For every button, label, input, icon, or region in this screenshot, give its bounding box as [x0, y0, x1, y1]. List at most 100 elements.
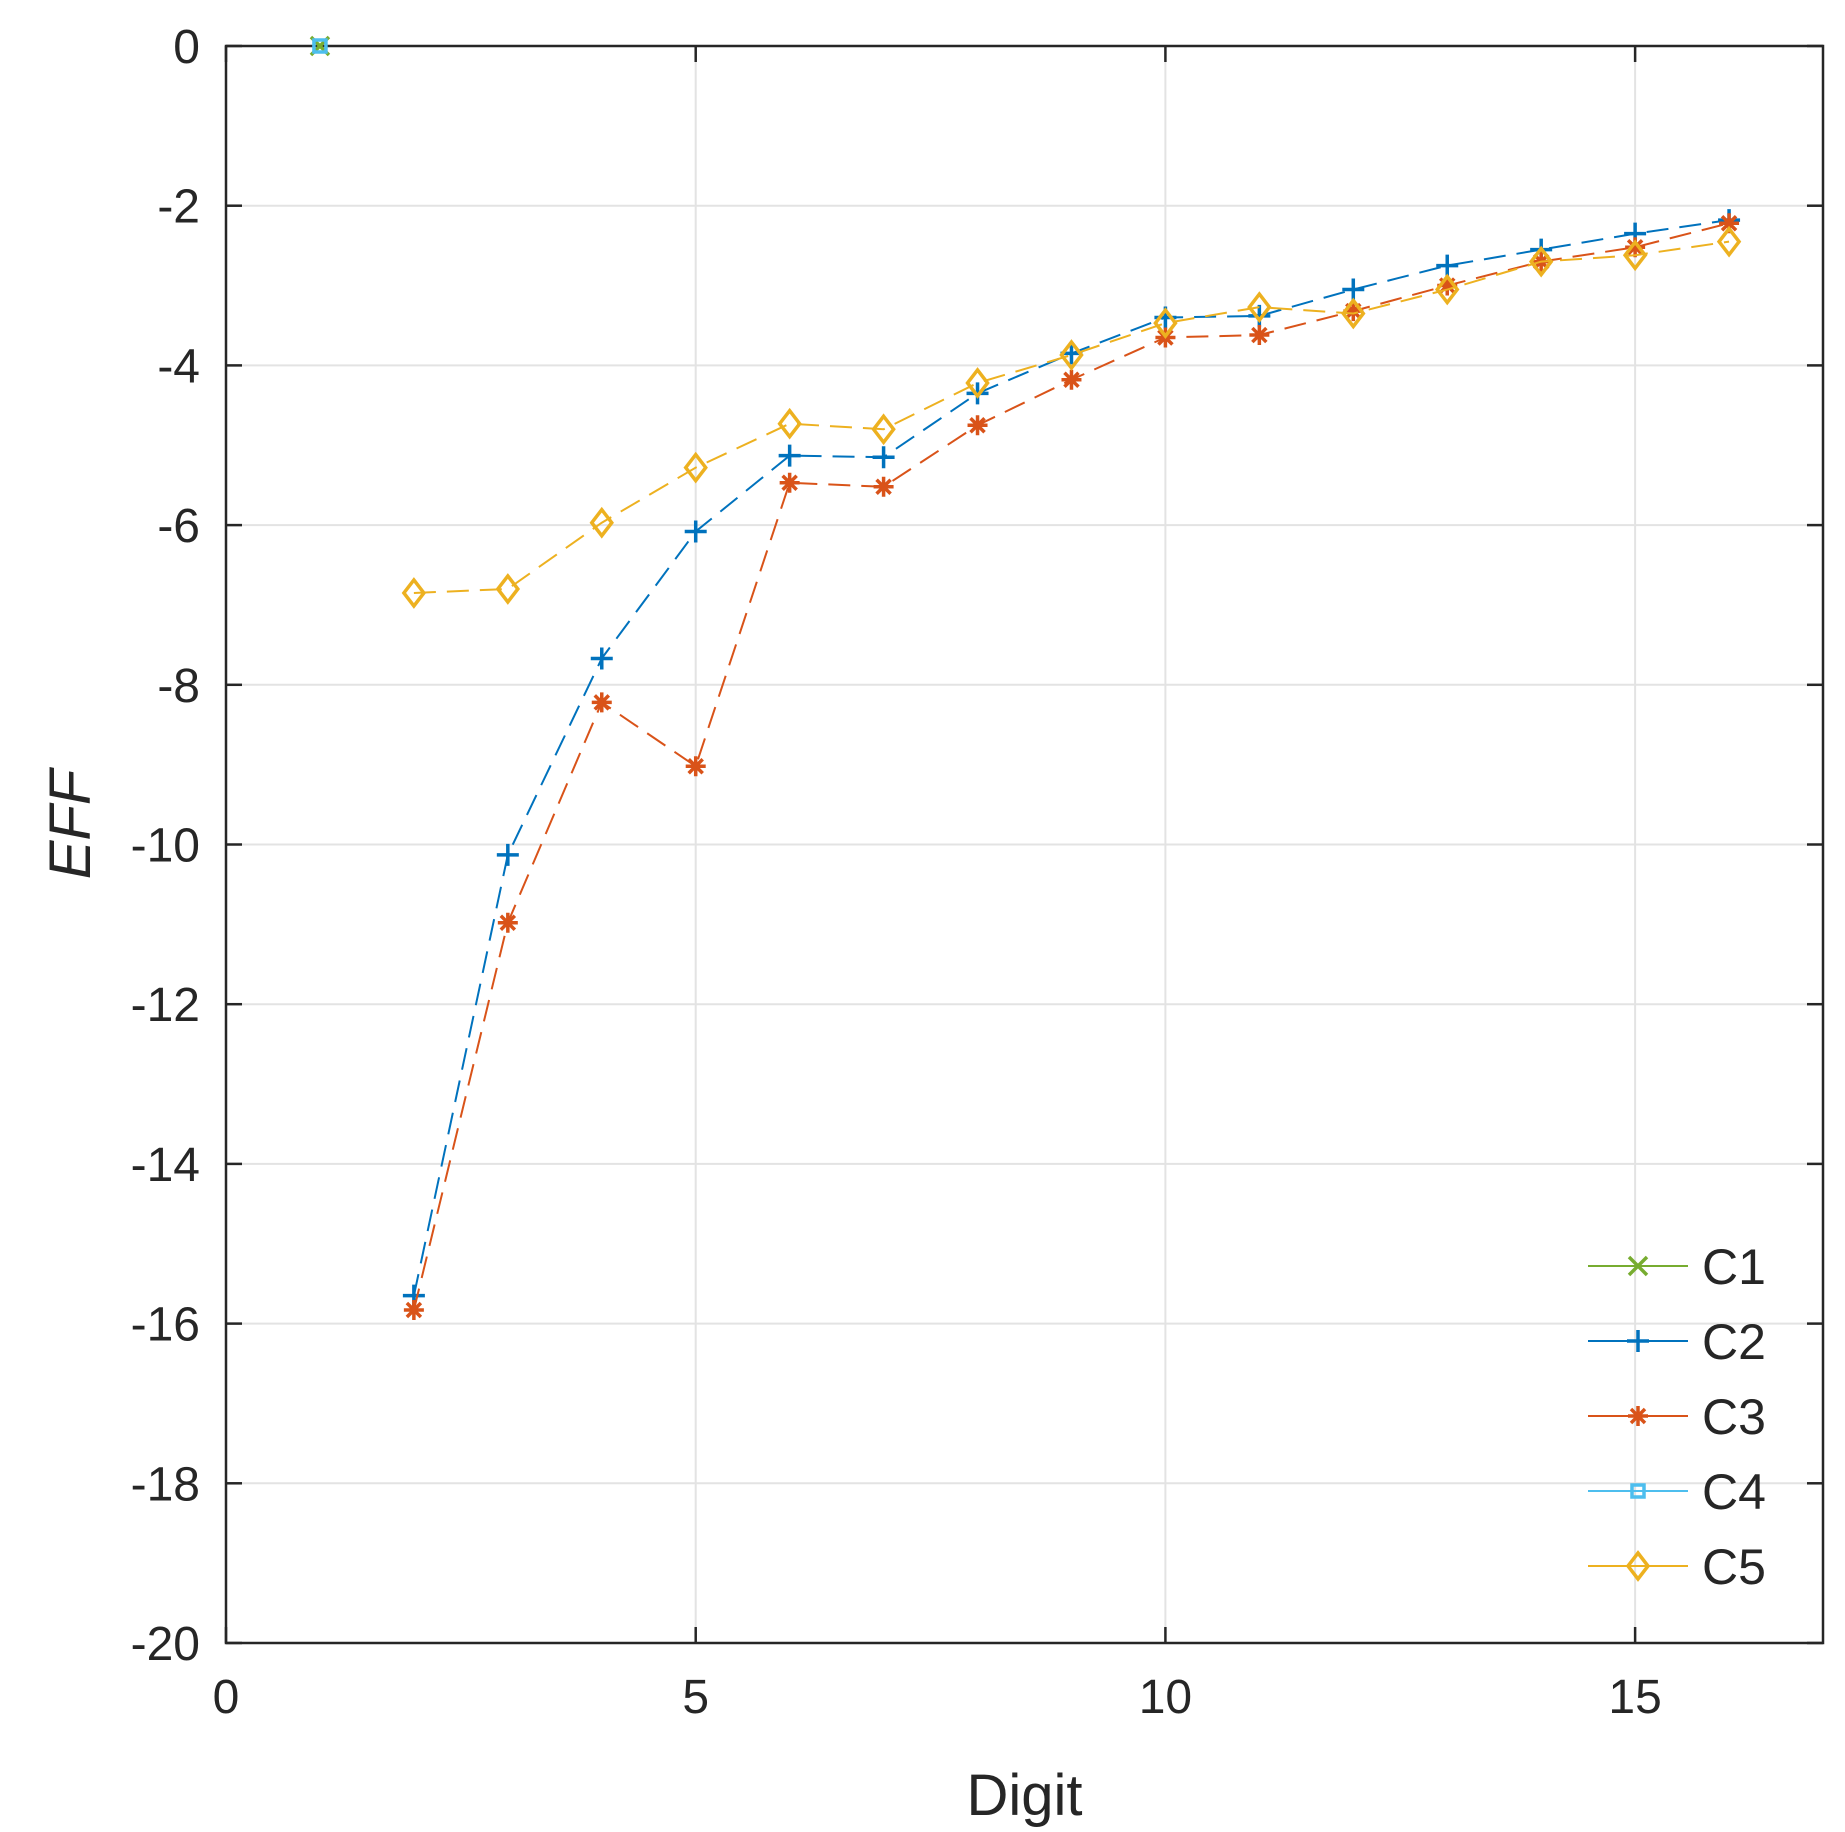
x-tick-label: 15 [1608, 1671, 1661, 1724]
legend-marker [1630, 1483, 1646, 1499]
marker-asterisk [1249, 325, 1270, 346]
legend-label: C5 [1702, 1539, 1766, 1595]
data-point [872, 446, 895, 469]
data-point [873, 476, 894, 497]
data-point [683, 451, 708, 484]
marker-diamond [683, 451, 708, 484]
marker-asterisk [591, 692, 612, 713]
marker-plus [496, 843, 519, 866]
marker-diamond [589, 506, 614, 539]
marker-diamond [1435, 273, 1460, 306]
data-point [1625, 237, 1646, 258]
marker-diamond [1625, 1550, 1651, 1582]
data-point [1247, 291, 1272, 323]
data-point [1716, 225, 1742, 258]
marker-plus [1342, 278, 1365, 301]
legend-item-c4: C4 [1588, 1464, 1766, 1520]
marker-diamond [1059, 339, 1084, 371]
series-line [413, 240, 1730, 594]
data-point [965, 367, 990, 399]
data-point [496, 843, 519, 866]
y-tick-label: -12 [131, 979, 200, 1032]
marker-asterisk [779, 472, 800, 493]
y-tick-label: -4 [157, 340, 200, 393]
y-tick-label: -16 [131, 1299, 200, 1352]
y-tick-label: -2 [157, 181, 200, 234]
data-point [1719, 213, 1740, 234]
data-point [1435, 273, 1460, 306]
data-point [1249, 325, 1270, 346]
data-point [778, 444, 801, 467]
axis-ticks: 0 5 10 15 0 -2 -4 -6 -8 -10 -12 -14 -16 -18 -20 [131, 21, 1823, 1724]
marker-asterisk [1343, 301, 1364, 322]
marker-diamond [871, 413, 896, 446]
data-point [589, 506, 614, 539]
legend-label: C4 [1702, 1464, 1766, 1520]
y-tick-label: -20 [131, 1618, 200, 1671]
data-point [685, 756, 706, 777]
marker-diamond [1153, 307, 1178, 339]
legend-marker [1625, 1550, 1651, 1582]
data-point [684, 520, 707, 543]
y-axis-label: EFF [38, 766, 103, 879]
marker-diamond [1622, 239, 1648, 272]
legend-marker [1627, 1255, 1649, 1277]
marker-asterisk [685, 756, 706, 777]
marker-diamond [495, 573, 521, 605]
data-point [591, 692, 612, 713]
marker-plus [1248, 304, 1271, 327]
y-tick-label: 0 [173, 21, 200, 74]
marker-diamond [1247, 291, 1272, 323]
marker-x [1627, 1255, 1649, 1277]
marker-diamond [401, 577, 427, 609]
marker-asterisk [497, 912, 518, 933]
data-point [779, 472, 800, 493]
marker-asterisk [1437, 275, 1458, 296]
legend-marker [1628, 1406, 1648, 1426]
data-point [1059, 339, 1084, 371]
marker-square [312, 38, 328, 54]
marker-asterisk [1625, 237, 1646, 258]
x-tick-label: 10 [1139, 1671, 1192, 1724]
marker-plus [1627, 1330, 1649, 1352]
marker-square [1630, 1483, 1646, 1499]
marker-plus [872, 446, 895, 469]
legend-label: C1 [1702, 1239, 1766, 1295]
x-axis-label: Digit [966, 1763, 1082, 1828]
marker-asterisk [1719, 213, 1740, 234]
series-c4 [312, 38, 328, 54]
legend: C1 C2 C3 C4 C5 [1588, 1239, 1766, 1595]
y-tick-label: -8 [157, 660, 200, 713]
data-point [312, 38, 328, 54]
y-tick-label: -18 [131, 1458, 200, 1511]
legend-marker [1627, 1330, 1649, 1352]
series-layer [309, 35, 1742, 1321]
data-point [1153, 307, 1178, 339]
data-point [1342, 278, 1365, 301]
y-tick-label: -14 [131, 1139, 200, 1192]
series-c5 [401, 225, 1742, 609]
data-point [1248, 304, 1271, 327]
data-point [1437, 275, 1458, 296]
data-point [495, 573, 521, 605]
data-point [1061, 369, 1082, 390]
legend-item-c1: C1 [1588, 1239, 1766, 1295]
marker-plus [778, 444, 801, 467]
legend-item-c2: C2 [1588, 1314, 1766, 1370]
legend-label: C3 [1702, 1389, 1766, 1445]
legend-item-c5: C5 [1588, 1539, 1766, 1595]
marker-diamond [965, 367, 990, 399]
marker-asterisk [403, 1300, 424, 1321]
marker-diamond [777, 407, 802, 440]
y-tick-label: -10 [131, 820, 200, 873]
data-point [871, 413, 896, 446]
legend-item-c3: C3 [1588, 1389, 1766, 1445]
marker-asterisk [967, 415, 988, 436]
x-tick-label: 5 [682, 1671, 709, 1724]
marker-diamond [1341, 297, 1366, 330]
legend-label: C2 [1702, 1314, 1766, 1370]
data-point [1528, 245, 1554, 278]
data-point [1436, 254, 1459, 277]
